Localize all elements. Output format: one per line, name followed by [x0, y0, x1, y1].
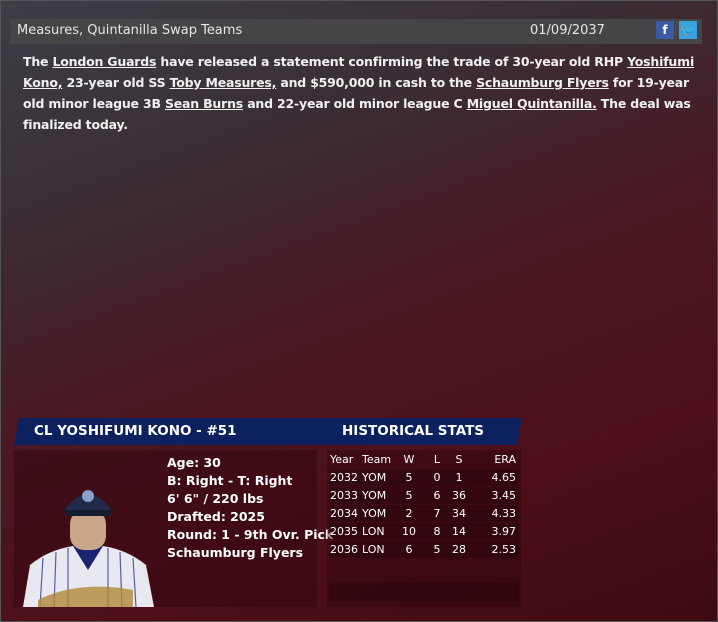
stat-cell: LON	[362, 525, 385, 538]
link-london-guards[interactable]: London Guards	[52, 54, 157, 69]
player-photo	[23, 490, 154, 607]
headline-bar: Measures, Quintanilla Swap Teams 01/09/2…	[10, 19, 702, 44]
table-row: 2032 YOM 5 0 1 4.65	[329, 469, 519, 486]
link-toby-measures[interactable]: Toby Measures,	[169, 75, 277, 90]
link-yoshifumi-kono[interactable]: Yoshifumi Kono,	[23, 54, 695, 90]
stat-cell: 5	[405, 489, 413, 502]
stat-cell: 6	[405, 543, 413, 556]
stat-cell: 5	[405, 471, 413, 484]
stat-cell: 2	[405, 507, 413, 520]
player-drafted: Drafted: 2025	[167, 509, 265, 524]
stat-cell: 8	[433, 525, 441, 538]
historical-stats-table: Year Team W L S ERA 2032 YOM 5 0 1 4.65 2033 YOM 5 6 36…	[327, 450, 521, 607]
stat-cell: 2033	[330, 489, 358, 502]
player-banner: CL YOSHIFUMI KONO - #51 HISTORICAL STATS	[14, 418, 522, 445]
headline-date: 01/09/2037	[530, 23, 605, 38]
player-age: Age: 30	[167, 455, 221, 470]
player-team: Schaumburg Flyers	[167, 545, 304, 560]
link-schaumburg-flyers[interactable]: Schaumburg Flyers	[476, 75, 609, 90]
stat-cell: YOM	[362, 507, 387, 520]
link-sean-burns[interactable]: Sean Burns	[164, 96, 244, 111]
player-height-weight: 6' 6" / 220 lbs	[167, 491, 264, 506]
historical-stats-title: HISTORICAL STATS	[342, 423, 485, 439]
stat-cell: 2032	[330, 471, 358, 484]
facebook-share-icon[interactable]: f	[656, 21, 674, 39]
stat-cell: 10	[402, 525, 416, 538]
stat-cell: YOM	[362, 489, 387, 502]
table-row: 2035 LON 10 8 14 3.97	[329, 523, 519, 540]
stat-cell: 4.33	[491, 507, 517, 520]
stat-cell: 2035	[330, 525, 358, 538]
link-miguel-quintanilla[interactable]: Miguel Quintanilla.	[466, 96, 597, 111]
table-header: Year Team W L S ERA	[330, 453, 516, 466]
stat-cell: YOM	[362, 471, 387, 484]
stat-cell: LON	[362, 543, 385, 556]
player-draft-round: Round: 1 - 9th Ovr. Pick	[167, 527, 334, 542]
stat-cell: 7	[433, 507, 441, 520]
table-row: 2033 YOM 5 6 36 3.45	[329, 487, 519, 504]
stat-cell: 1	[455, 471, 463, 484]
stat-cell: 2.53	[491, 543, 517, 556]
player-bats-throws: B: Right - T: Right	[167, 473, 293, 488]
stat-cell: 6	[433, 489, 441, 502]
player-info: Age: 30 B: Right - T: Right 6' 6" / 220 …	[167, 454, 333, 562]
table-row: 2034 YOM 2 7 34 4.33	[329, 505, 519, 522]
twitter-share-icon[interactable]: 🐦	[679, 21, 697, 39]
stat-cell: 3.97	[491, 525, 517, 538]
table-row: 2036 LON 6 5 28 2.53	[329, 541, 519, 558]
player-name[interactable]: CL YOSHIFUMI KONO - #51	[34, 423, 237, 439]
stat-cell: 14	[452, 525, 466, 538]
stat-cell: 2036	[330, 543, 358, 556]
stat-cell: 28	[452, 543, 466, 556]
stat-cell: 3.45	[491, 489, 517, 502]
stat-cell: 34	[452, 507, 466, 520]
stat-cell: 5	[433, 543, 441, 556]
stat-cell: 36	[452, 489, 466, 502]
stat-cell: 4.65	[491, 471, 517, 484]
headline-title: Measures, Quintanilla Swap Teams	[17, 23, 243, 38]
stat-cell: 0	[433, 471, 441, 484]
table-empty-row	[329, 583, 519, 601]
story-text: The London Guards have released a statem…	[23, 54, 695, 132]
stat-cell: 2034	[330, 507, 358, 520]
